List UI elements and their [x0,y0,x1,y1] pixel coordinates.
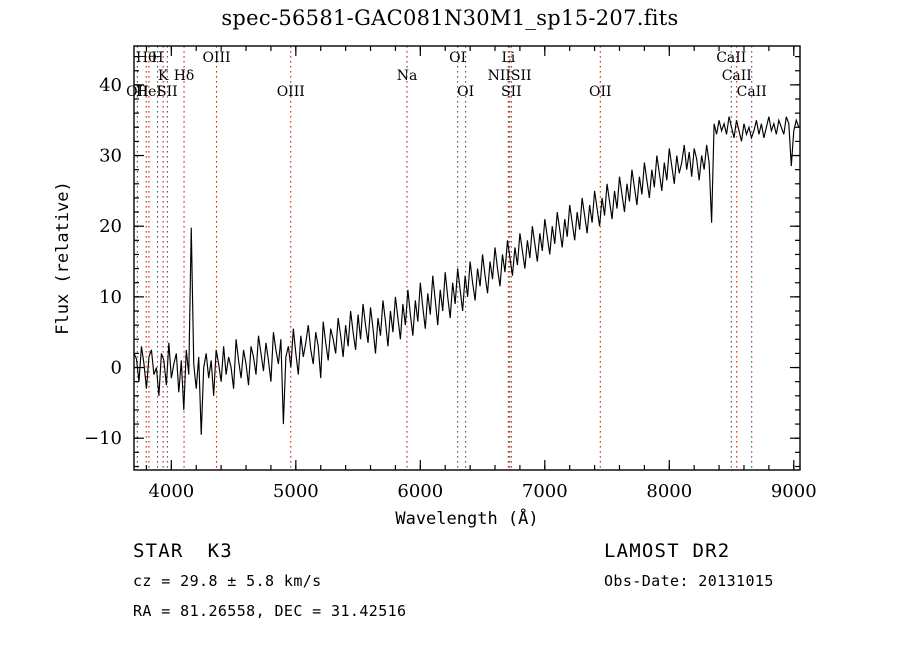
line-label-hδ-4102: Hδ [174,68,195,84]
object-classification: STAR K3 [133,536,407,566]
footer-left: STAR K3 cz = 29.8 ± 5.8 km/s RA = 81.2655… [133,536,407,626]
spectrum-trace [133,116,800,435]
x-tick-label: 4000 [148,481,194,502]
y-tick-label: 10 [99,287,122,308]
coordinates-line: RA = 81.26558, DEC = 31.42516 [133,602,407,620]
x-tick-label: 7000 [522,481,568,502]
x-tick-label: 8000 [646,481,692,502]
tick-group [134,46,800,470]
x-tick-label: 6000 [397,481,443,502]
page-title: spec-56581-GAC081N30M1_sp15-207.fits [221,6,679,30]
x-axis-label: Wavelength (Å) [395,507,538,529]
y-tick-label: 20 [99,216,122,237]
line-label-h-3889: H [151,50,163,66]
x-tick-label: 9000 [771,481,817,502]
spectral-type-label: K3 [207,540,233,562]
y-tick-label: −10 [84,428,122,449]
line-label-niisii-6717: NIISII [488,68,532,84]
radial-velocity-line: cz = 29.8 ± 5.8 km/s [133,572,322,590]
plot-frame [133,45,801,471]
x-tick-label: 5000 [273,481,319,502]
line-marker-group [136,46,753,470]
object-class-label: STAR [133,540,184,562]
survey-label: LAMOST DR2 [604,540,731,562]
line-label-hei-3820: HeI [136,84,162,100]
line-label-oi-6300: OI [449,50,466,66]
line-label-oi-6364: OI [457,84,474,100]
line-label-caii-8662: CaII [737,84,767,100]
y-axis-label: Flux (relative) [53,181,73,335]
line-label-caii-8498: CaII [716,50,746,66]
line-label-oiii-4959: OIII [277,84,305,100]
line-label-group: OIIHθHeIHKSIIHδOIIIOIIINaOIOILiNIISIISII… [126,50,767,100]
line-label-sii-6731: SII [501,84,522,100]
line-label-oii-3727: OII [126,84,149,100]
tick-label-group: 4000 5000 6000 7000 8000 9000 −10 0 10 20 30 40 [84,75,817,502]
line-label-hθ-3798: Hθ [136,50,157,66]
obs-date-line: Obs-Date: 20131015 [604,572,774,590]
line-label-na-5893: Na [397,68,418,84]
line-label-li-6707: Li [501,50,515,66]
y-tick-label: 30 [99,146,122,167]
y-tick-label: 0 [111,358,122,379]
line-label-caii-8542: CaII [722,68,752,84]
line-label-sii-3968: SII [157,84,178,100]
footer-right: LAMOST DR2 Obs-Date: 20131015 [604,536,774,596]
line-label-oiii-4363: OIII [202,50,230,66]
line-label-k-3934: K [158,68,169,84]
line-label-oii-7446: OII [589,84,612,100]
y-tick-label: 40 [99,75,122,96]
